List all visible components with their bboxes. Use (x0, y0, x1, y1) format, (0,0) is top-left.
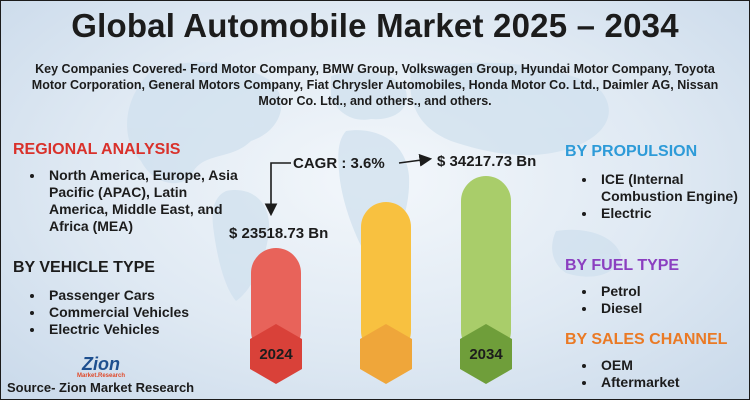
fuel-type-heading: BY FUEL TYPE (565, 257, 680, 274)
vehicle-type-heading: BY VEHICLE TYPE (13, 259, 155, 276)
sales-channel-list: OEM Aftermarket (581, 357, 747, 391)
bar-mid-hexagon (360, 324, 412, 384)
list-item: OEM (597, 357, 747, 374)
year-label-2024: 2024 (259, 346, 293, 363)
bar-2024 (251, 248, 301, 356)
cagr-label: CAGR : 3.6% (293, 155, 385, 172)
list-item: North America, Europe, Asia Pacific (APA… (45, 167, 245, 235)
zion-logo: Zion Market.Research (76, 354, 126, 379)
cagr-arrow-right (398, 153, 433, 167)
bar-2034 (461, 176, 511, 356)
page-title: Global Automobile Market 2025 – 2034 (71, 7, 679, 44)
list-item: Electric (597, 205, 747, 222)
key-companies-text: Key Companies Covered- Ford Motor Compan… (31, 62, 719, 108)
bar-mid (361, 202, 411, 356)
list-item: Electric Vehicles (45, 321, 255, 338)
list-item: Aftermarket (597, 374, 747, 391)
list-item: ICE (Internal Combustion Engine) (597, 171, 747, 205)
propulsion-heading: BY PROPULSION (565, 143, 698, 160)
bar-2024-hexagon (250, 324, 302, 384)
list-item: Passenger Cars (45, 287, 255, 304)
regional-analysis-heading: REGIONAL ANALYSIS (13, 141, 181, 158)
list-item: Petrol (597, 283, 747, 300)
list-item: Commercial Vehicles (45, 304, 255, 321)
fuel-type-list: Petrol Diesel (581, 283, 747, 317)
regional-list: North America, Europe, Asia Pacific (APA… (29, 167, 245, 235)
cagr-arrow-left (264, 162, 291, 217)
year-label-2034: 2034 (469, 346, 503, 363)
value-label-2024: $ 23518.73 Bn (229, 225, 328, 242)
bar-2034-hexagon (460, 324, 512, 384)
sales-channel-heading: BY SALES CHANNEL (565, 331, 728, 348)
source-text: Source- Zion Market Research (7, 380, 195, 395)
propulsion-list: ICE (Internal Combustion Engine) Electri… (581, 171, 747, 222)
list-item: Diesel (597, 300, 747, 317)
value-label-2034: $ 34217.73 Bn (437, 153, 536, 170)
vehicle-type-list: Passenger Cars Commercial Vehicles Elect… (29, 287, 255, 338)
